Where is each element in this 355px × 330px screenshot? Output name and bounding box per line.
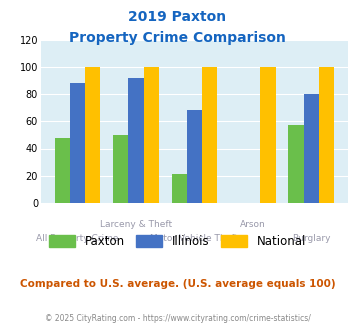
Text: Arson: Arson [240, 220, 266, 229]
Text: Larceny & Theft: Larceny & Theft [100, 220, 172, 229]
Bar [288, 125, 304, 203]
Bar [202, 67, 217, 203]
Bar [304, 94, 319, 203]
Text: Compared to U.S. average. (U.S. average equals 100): Compared to U.S. average. (U.S. average … [20, 279, 335, 289]
Bar [187, 111, 202, 203]
Legend: Paxton, Illinois, National: Paxton, Illinois, National [44, 230, 311, 253]
Text: Property Crime Comparison: Property Crime Comparison [69, 31, 286, 45]
Text: © 2025 CityRating.com - https://www.cityrating.com/crime-statistics/: © 2025 CityRating.com - https://www.city… [45, 314, 310, 323]
Bar [113, 135, 129, 203]
Bar [171, 174, 187, 203]
Bar [70, 83, 85, 203]
Bar [129, 78, 143, 203]
Bar [319, 67, 334, 203]
Bar [260, 67, 275, 203]
Bar [143, 67, 159, 203]
Text: Motor Vehicle Theft: Motor Vehicle Theft [151, 234, 238, 243]
Text: All Property Crime: All Property Crime [36, 234, 119, 243]
Text: Burglary: Burglary [292, 234, 331, 243]
Bar [55, 138, 70, 203]
Text: 2019 Paxton: 2019 Paxton [129, 10, 226, 24]
Bar [85, 67, 100, 203]
